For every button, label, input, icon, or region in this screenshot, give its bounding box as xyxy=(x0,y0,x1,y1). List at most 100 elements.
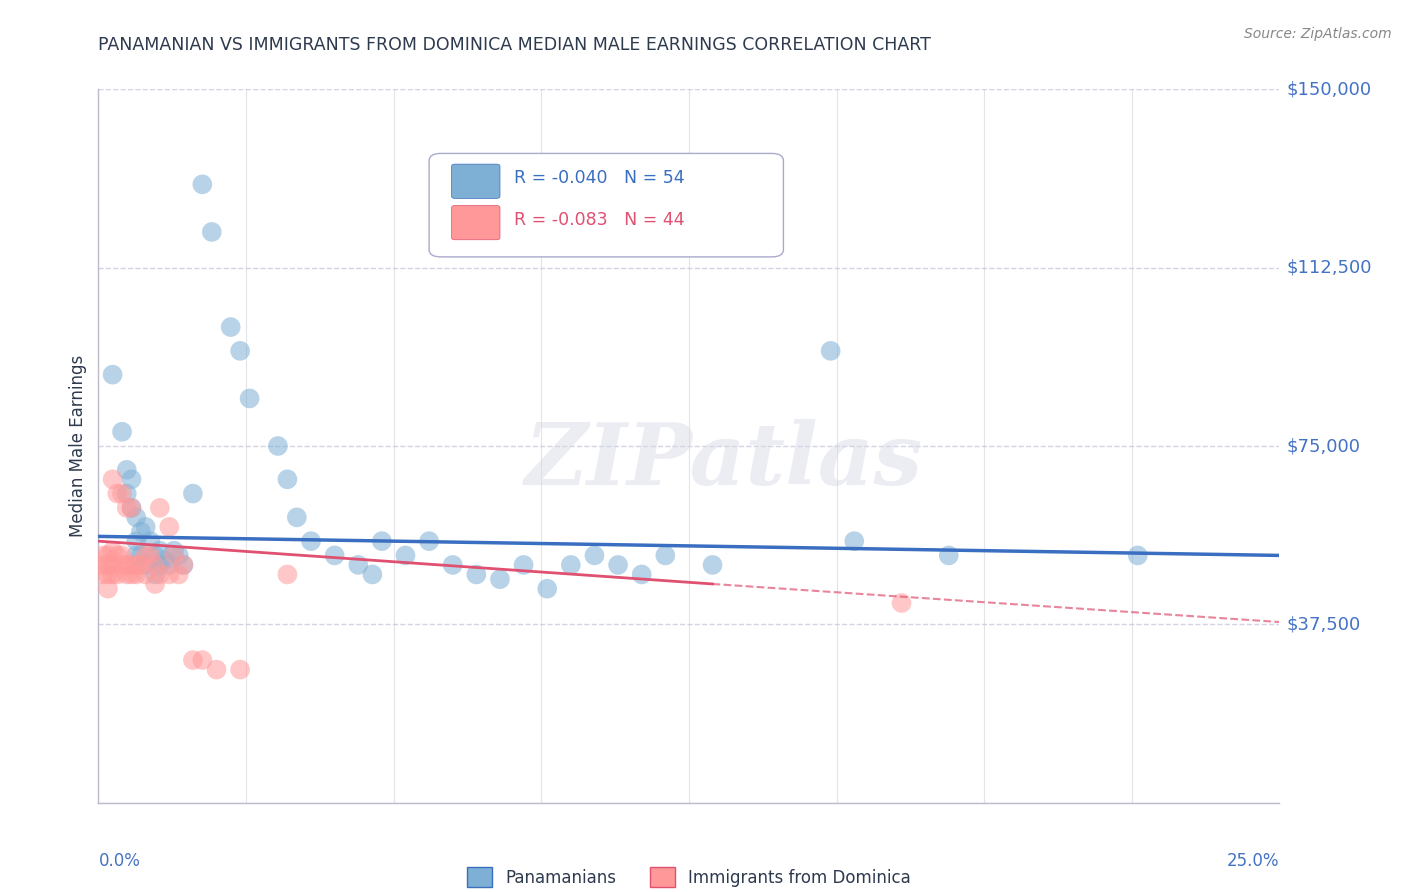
Y-axis label: Median Male Earnings: Median Male Earnings xyxy=(69,355,87,537)
Point xyxy=(323,549,346,563)
Point xyxy=(121,500,143,515)
FancyBboxPatch shape xyxy=(451,205,501,240)
Text: ZIPatlas: ZIPatlas xyxy=(526,418,924,502)
Point xyxy=(101,472,124,486)
Point xyxy=(129,524,152,539)
Point xyxy=(157,558,180,572)
Point xyxy=(125,510,148,524)
Point xyxy=(111,549,134,563)
Text: 0.0%: 0.0% xyxy=(98,852,141,870)
Point xyxy=(938,549,960,563)
Point xyxy=(143,567,166,582)
Point xyxy=(143,558,166,572)
Point xyxy=(607,558,630,572)
Point xyxy=(105,567,128,582)
Point xyxy=(101,567,124,582)
Point xyxy=(143,549,166,563)
Point xyxy=(121,472,143,486)
Point xyxy=(157,567,180,582)
Text: $150,000: $150,000 xyxy=(1286,80,1372,98)
Point xyxy=(181,486,204,500)
Point xyxy=(229,663,252,677)
Point xyxy=(135,549,157,563)
Point xyxy=(101,368,124,382)
Point xyxy=(654,549,676,563)
Point xyxy=(163,549,186,563)
Point xyxy=(172,558,194,572)
Point xyxy=(135,520,157,534)
Point xyxy=(201,225,224,239)
Point xyxy=(347,558,370,572)
Point xyxy=(97,549,120,563)
Point xyxy=(111,558,134,572)
Point xyxy=(115,463,138,477)
Point xyxy=(560,558,582,572)
Point xyxy=(267,439,290,453)
Legend: Panamanians, Immigrants from Dominica: Panamanians, Immigrants from Dominica xyxy=(467,867,911,888)
Text: Source: ZipAtlas.com: Source: ZipAtlas.com xyxy=(1244,27,1392,41)
Point xyxy=(536,582,558,596)
Point xyxy=(702,558,724,572)
Point xyxy=(125,558,148,572)
Point xyxy=(285,510,308,524)
Point xyxy=(129,558,152,572)
Point xyxy=(101,558,124,572)
Text: PANAMANIAN VS IMMIGRANTS FROM DOMINICA MEDIAN MALE EARNINGS CORRELATION CHART: PANAMANIAN VS IMMIGRANTS FROM DOMINICA M… xyxy=(98,36,931,54)
Point xyxy=(149,500,172,515)
Point xyxy=(125,549,148,563)
Point xyxy=(167,549,190,563)
Point xyxy=(135,558,157,572)
Point xyxy=(219,320,242,334)
FancyBboxPatch shape xyxy=(451,164,501,198)
Text: R = -0.083   N = 44: R = -0.083 N = 44 xyxy=(515,211,685,228)
Point xyxy=(583,549,606,563)
Point xyxy=(229,343,252,358)
Point xyxy=(441,558,464,572)
Point xyxy=(191,653,214,667)
Point xyxy=(163,543,186,558)
Point xyxy=(149,558,172,572)
Point xyxy=(276,567,298,582)
Point xyxy=(139,534,162,549)
Point xyxy=(121,500,143,515)
Point xyxy=(157,520,180,534)
Text: $37,500: $37,500 xyxy=(1286,615,1361,633)
Point xyxy=(153,553,176,567)
Point xyxy=(115,500,138,515)
Point xyxy=(139,549,162,563)
Point xyxy=(115,558,138,572)
Point xyxy=(111,486,134,500)
Point xyxy=(143,577,166,591)
Point xyxy=(465,567,488,582)
Point xyxy=(101,543,124,558)
Point xyxy=(890,596,912,610)
Point xyxy=(121,558,143,572)
Point xyxy=(191,178,214,192)
Point xyxy=(1126,549,1149,563)
Point xyxy=(111,425,134,439)
Point xyxy=(91,558,114,572)
Point xyxy=(276,472,298,486)
Point xyxy=(418,534,440,549)
Point xyxy=(125,534,148,549)
Point xyxy=(121,567,143,582)
Point xyxy=(205,663,228,677)
Point xyxy=(172,558,194,572)
Text: 25.0%: 25.0% xyxy=(1227,852,1279,870)
Text: $112,500: $112,500 xyxy=(1286,259,1372,277)
Point xyxy=(512,558,534,572)
Point xyxy=(844,534,866,549)
Point xyxy=(97,582,120,596)
Point xyxy=(630,567,652,582)
Point xyxy=(239,392,262,406)
Point xyxy=(181,653,204,667)
Point xyxy=(489,572,512,586)
Point xyxy=(115,567,138,582)
Point xyxy=(135,567,157,582)
Point xyxy=(129,549,152,563)
Point xyxy=(91,549,114,563)
Point xyxy=(97,558,120,572)
Point xyxy=(105,549,128,563)
Point xyxy=(105,486,128,500)
Point xyxy=(91,567,114,582)
